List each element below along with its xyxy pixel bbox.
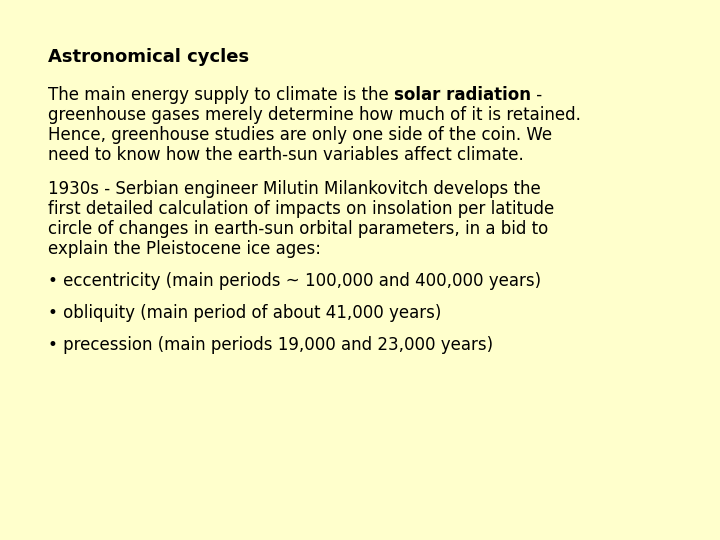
Text: need to know how the earth-sun variables affect climate.: need to know how the earth-sun variables…	[48, 146, 523, 164]
Text: • eccentricity (main periods ~ 100,000 and 400,000 years): • eccentricity (main periods ~ 100,000 a…	[48, 272, 541, 290]
Text: circle of changes in earth-sun orbital parameters, in a bid to: circle of changes in earth-sun orbital p…	[48, 220, 548, 238]
Text: explain the Pleistocene ice ages:: explain the Pleistocene ice ages:	[48, 240, 321, 258]
Text: solar radiation: solar radiation	[394, 86, 531, 104]
Text: • precession (main periods 19,000 and 23,000 years): • precession (main periods 19,000 and 23…	[48, 336, 493, 354]
Text: first detailed calculation of impacts on insolation per latitude: first detailed calculation of impacts on…	[48, 200, 554, 218]
Text: Astronomical cycles: Astronomical cycles	[48, 48, 249, 66]
Text: 1930s - Serbian engineer Milutin Milankovitch develops the: 1930s - Serbian engineer Milutin Milanko…	[48, 180, 541, 198]
Text: greenhouse gases merely determine how much of it is retained.: greenhouse gases merely determine how mu…	[48, 106, 581, 124]
Text: Hence, greenhouse studies are only one side of the coin. We: Hence, greenhouse studies are only one s…	[48, 126, 552, 144]
Text: -: -	[531, 86, 542, 104]
Text: The main energy supply to climate is the: The main energy supply to climate is the	[48, 86, 394, 104]
Text: • obliquity (main period of about 41,000 years): • obliquity (main period of about 41,000…	[48, 304, 441, 322]
